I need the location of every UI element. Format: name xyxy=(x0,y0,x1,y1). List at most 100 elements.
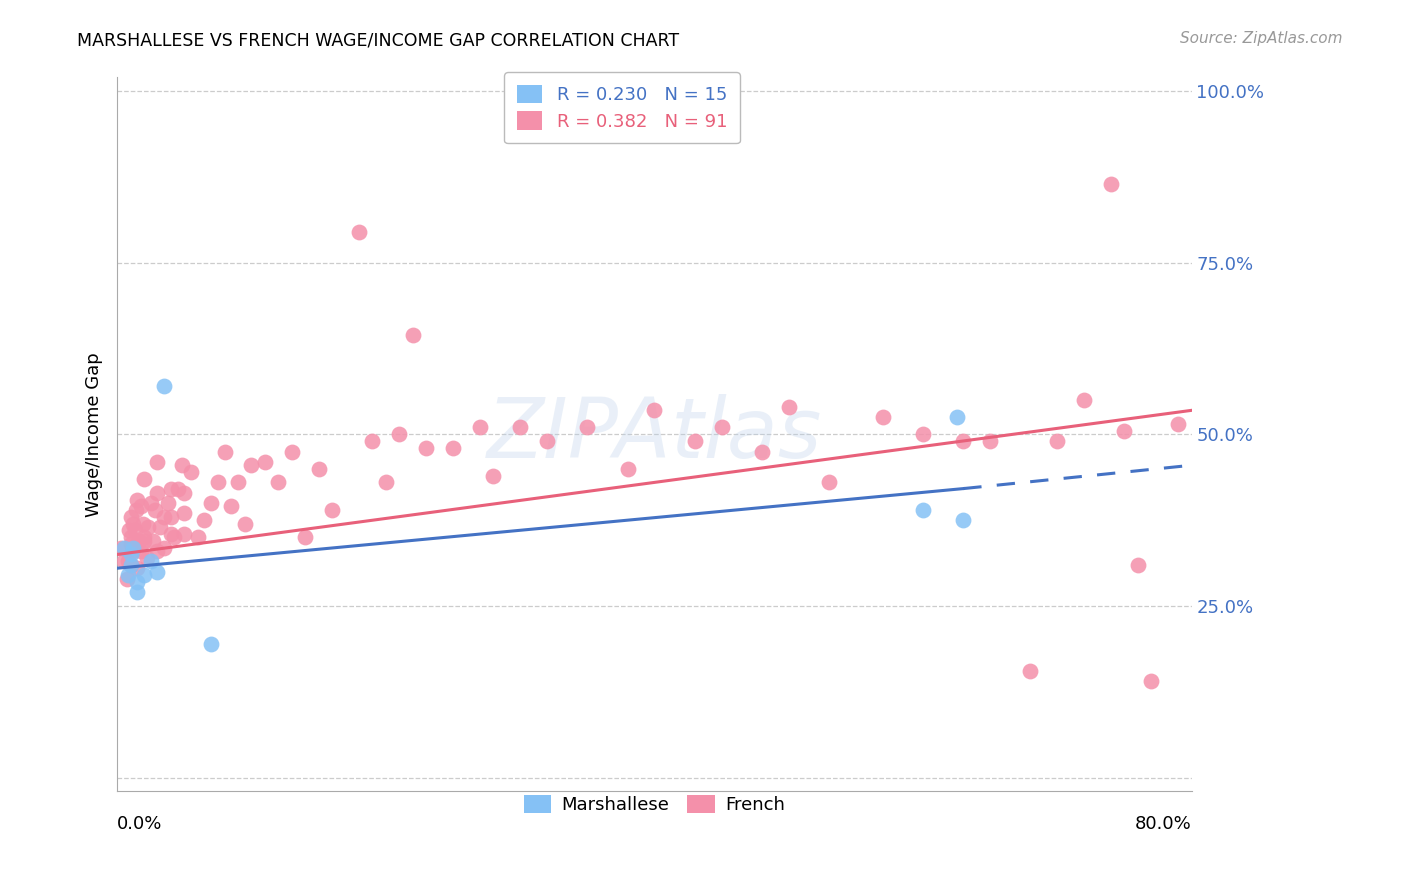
Text: Source: ZipAtlas.com: Source: ZipAtlas.com xyxy=(1180,31,1343,46)
Point xyxy=(778,400,800,414)
Point xyxy=(267,475,290,490)
Point xyxy=(153,509,176,524)
Point xyxy=(146,544,169,558)
Point xyxy=(945,410,967,425)
Point xyxy=(160,527,183,541)
Point xyxy=(117,554,139,568)
Point xyxy=(127,492,149,507)
Point xyxy=(1046,434,1069,449)
Point xyxy=(117,568,139,582)
Point xyxy=(132,533,155,548)
Point xyxy=(200,637,222,651)
Point xyxy=(120,537,142,551)
Point xyxy=(952,513,974,527)
Point xyxy=(157,496,180,510)
Point xyxy=(120,558,142,572)
Point xyxy=(139,496,162,510)
Point xyxy=(142,533,165,548)
Point xyxy=(979,434,1001,449)
Point xyxy=(193,513,215,527)
Text: MARSHALLESE VS FRENCH WAGE/INCOME GAP CORRELATION CHART: MARSHALLESE VS FRENCH WAGE/INCOME GAP CO… xyxy=(77,31,679,49)
Point xyxy=(509,420,531,434)
Point xyxy=(361,434,384,449)
Point xyxy=(124,524,146,538)
Point xyxy=(139,554,162,568)
Legend: Marshallese, French: Marshallese, French xyxy=(516,789,793,822)
Point xyxy=(131,516,153,531)
Point xyxy=(253,455,276,469)
Point xyxy=(122,544,145,558)
Point xyxy=(221,500,243,514)
Point xyxy=(294,530,316,544)
Point xyxy=(1140,674,1163,689)
Point xyxy=(321,503,343,517)
Point xyxy=(146,565,169,579)
Point xyxy=(482,468,505,483)
Point xyxy=(1073,392,1095,407)
Point xyxy=(200,496,222,510)
Point xyxy=(170,458,193,473)
Point xyxy=(872,410,894,425)
Point xyxy=(347,225,370,239)
Point xyxy=(233,516,256,531)
Point xyxy=(146,485,169,500)
Point xyxy=(710,420,733,434)
Point xyxy=(146,455,169,469)
Point xyxy=(240,458,263,473)
Point xyxy=(115,572,138,586)
Point xyxy=(1167,417,1189,431)
Point xyxy=(132,568,155,582)
Point xyxy=(120,530,142,544)
Point xyxy=(135,550,157,565)
Point xyxy=(226,475,249,490)
Point xyxy=(132,530,155,544)
Point xyxy=(127,537,149,551)
Point xyxy=(120,548,142,562)
Point xyxy=(120,509,142,524)
Point xyxy=(536,434,558,449)
Point xyxy=(441,441,464,455)
Text: 80.0%: 80.0% xyxy=(1135,815,1192,833)
Point xyxy=(160,483,183,497)
Point xyxy=(1126,558,1149,572)
Point xyxy=(415,441,437,455)
Point xyxy=(110,541,132,555)
Point xyxy=(468,420,491,434)
Point xyxy=(127,561,149,575)
Point xyxy=(643,403,665,417)
Point xyxy=(308,461,330,475)
Point xyxy=(153,541,176,555)
Point xyxy=(131,500,153,514)
Text: 0.0%: 0.0% xyxy=(117,815,163,833)
Point xyxy=(128,533,150,548)
Point xyxy=(214,444,236,458)
Point xyxy=(683,434,706,449)
Point xyxy=(112,554,135,568)
Point xyxy=(952,434,974,449)
Point xyxy=(751,444,773,458)
Point xyxy=(136,520,159,534)
Point xyxy=(187,530,209,544)
Point xyxy=(160,509,183,524)
Point xyxy=(1099,177,1122,191)
Point xyxy=(153,379,176,393)
Point xyxy=(125,503,148,517)
Point xyxy=(173,527,195,541)
Point xyxy=(162,530,184,544)
Point xyxy=(149,520,172,534)
Point xyxy=(132,472,155,486)
Point xyxy=(374,475,396,490)
Point xyxy=(281,444,304,458)
Text: ZIPAtlas: ZIPAtlas xyxy=(486,394,823,475)
Point xyxy=(118,524,141,538)
Point xyxy=(388,427,411,442)
Point xyxy=(166,483,188,497)
Point xyxy=(120,558,142,572)
Point xyxy=(122,541,145,555)
Point xyxy=(1114,424,1136,438)
Point xyxy=(127,574,149,589)
Y-axis label: Wage/Income Gap: Wage/Income Gap xyxy=(86,352,103,516)
Point xyxy=(401,327,423,342)
Point xyxy=(127,585,149,599)
Point xyxy=(173,485,195,500)
